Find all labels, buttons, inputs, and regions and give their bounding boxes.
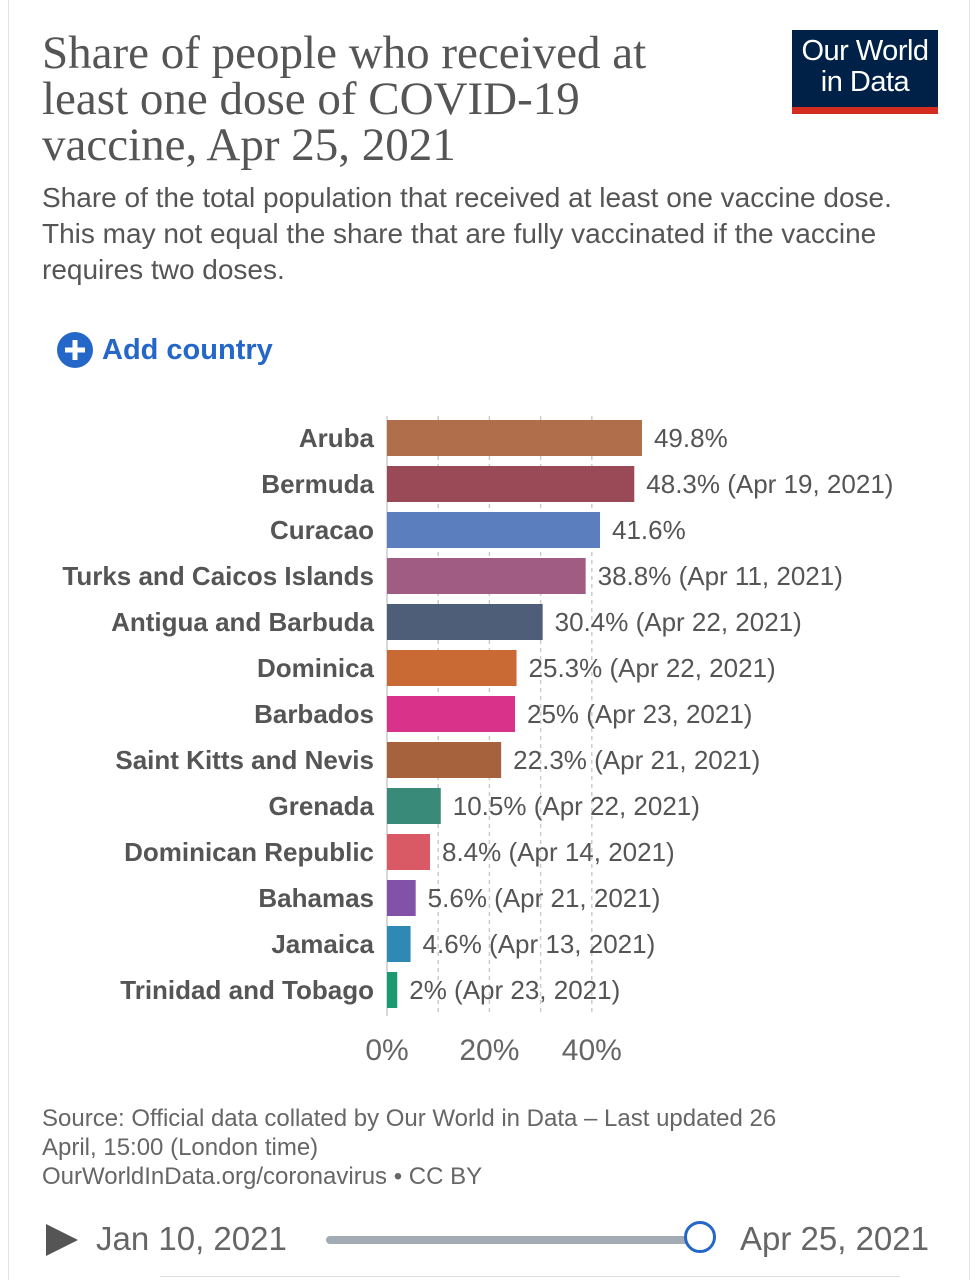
- timeline: Jan 10, 2021 Apr 25, 2021: [0, 1210, 978, 1270]
- category-label[interactable]: Jamaica: [271, 929, 374, 959]
- bar[interactable]: [387, 650, 517, 686]
- x-tick-label: 40%: [562, 1034, 622, 1067]
- value-label: 25.3% (Apr 22, 2021): [529, 653, 776, 683]
- logo-line-2: in Data: [820, 66, 910, 98]
- source-line-3[interactable]: OurWorldInData.org/coronavirus • CC BY: [42, 1163, 483, 1190]
- timeline-track[interactable]: [326, 1236, 700, 1244]
- category-label[interactable]: Dominica: [257, 653, 375, 683]
- category-label[interactable]: Bermuda: [261, 469, 374, 499]
- chart-frame: [8, 0, 970, 1280]
- bar[interactable]: [387, 604, 543, 640]
- source-line-2: April, 15:00 (London time): [42, 1134, 319, 1161]
- value-label: 41.6%: [612, 515, 686, 545]
- bar[interactable]: [387, 742, 502, 778]
- value-label: 10.5% (Apr 22, 2021): [453, 791, 700, 821]
- bar[interactable]: [387, 466, 635, 502]
- bottom-divider: [160, 1276, 900, 1277]
- add-country-button[interactable]: Add country: [56, 330, 273, 370]
- value-label: 5.6% (Apr 21, 2021): [428, 883, 661, 913]
- bar[interactable]: [387, 880, 416, 916]
- value-label: 49.8%: [654, 423, 728, 453]
- bar[interactable]: [387, 512, 600, 548]
- x-tick-label: 20%: [459, 1034, 519, 1067]
- value-label: 22.3% (Apr 21, 2021): [513, 745, 760, 775]
- category-label[interactable]: Dominican Republic: [124, 837, 374, 867]
- value-label: 25% (Apr 23, 2021): [527, 699, 752, 729]
- value-label: 30.4% (Apr 22, 2021): [555, 607, 802, 637]
- category-label[interactable]: Saint Kitts and Nevis: [115, 745, 374, 775]
- chart-subtitle: Share of the total population that recei…: [42, 182, 892, 285]
- value-label: 38.8% (Apr 11, 2021): [598, 561, 843, 591]
- source-note: Source: Official data collated by Our Wo…: [42, 1104, 902, 1191]
- x-tick-label: 0%: [365, 1034, 408, 1067]
- bar-chart: Aruba 49.8% Bermuda 48.3% (Apr 19, 2021) Cur…: [62, 416, 893, 1067]
- source-line-1: Source: Official data collated by Our Wo…: [42, 1105, 777, 1132]
- category-label[interactable]: Trinidad and Tobago: [120, 975, 374, 1005]
- category-label[interactable]: Barbados: [254, 699, 374, 729]
- category-label[interactable]: Aruba: [299, 423, 375, 453]
- play-icon[interactable]: [44, 1222, 80, 1258]
- value-label: 2% (Apr 23, 2021): [409, 975, 620, 1005]
- logo-line-1: Our World: [801, 35, 929, 67]
- owid-logo[interactable]: Our World in Data: [792, 30, 938, 114]
- bar[interactable]: [387, 834, 431, 870]
- bar[interactable]: [387, 420, 642, 456]
- bar[interactable]: [387, 926, 411, 962]
- timeline-start-label: Jan 10, 2021: [96, 1220, 287, 1257]
- value-label: 48.3% (Apr 19, 2021): [646, 469, 893, 499]
- bar[interactable]: [387, 788, 441, 824]
- timeline-end-label: Apr 25, 2021: [740, 1220, 929, 1257]
- timeline-handle[interactable]: [684, 1221, 716, 1253]
- category-label[interactable]: Turks and Caicos Islands: [62, 561, 374, 591]
- category-label[interactable]: Bahamas: [258, 883, 374, 913]
- category-label[interactable]: Grenada: [269, 791, 375, 821]
- add-country-label: Add country: [102, 333, 273, 366]
- value-label: 8.4% (Apr 14, 2021): [442, 837, 675, 867]
- bar[interactable]: [387, 558, 586, 594]
- category-label[interactable]: Curacao: [270, 515, 374, 545]
- value-label: 4.6% (Apr 13, 2021): [423, 929, 656, 959]
- chart-title: Share of people who received at least on…: [42, 27, 647, 171]
- bar[interactable]: [387, 972, 398, 1008]
- category-label[interactable]: Antigua and Barbuda: [111, 607, 374, 637]
- bar[interactable]: [387, 696, 515, 732]
- plus-circle-icon: [57, 332, 93, 368]
